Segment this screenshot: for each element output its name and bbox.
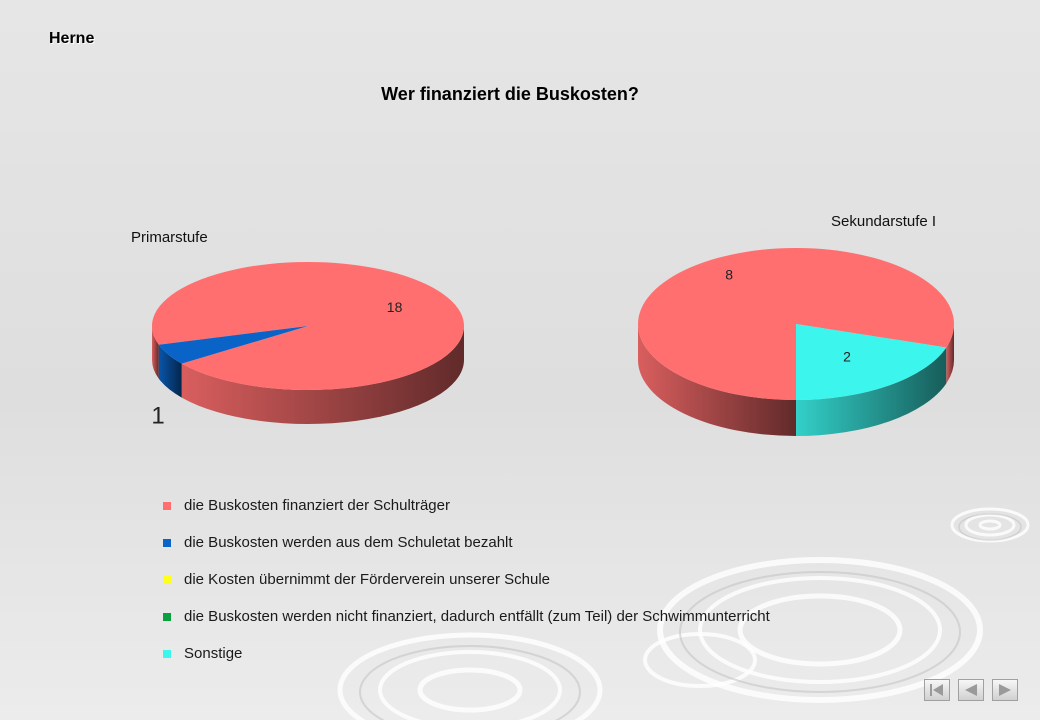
next-page-button[interactable]: [992, 679, 1018, 701]
pie-slice-side: [796, 347, 947, 436]
pie-slice-side: [158, 344, 182, 398]
pie-slice-label: 1: [151, 402, 164, 429]
legend-label: die Buskosten werden aus dem Schuletat b…: [184, 534, 513, 551]
legend-swatch: [163, 538, 171, 547]
legend-label: die Kosten übernimmt der Förderverein un…: [184, 571, 551, 588]
legend: die Buskosten finanziert der Schulträger…: [163, 487, 770, 672]
previous-page-button[interactable]: [958, 679, 984, 701]
legend-item: die Buskosten werden nicht finanziert, d…: [163, 598, 770, 635]
legend-item: die Kosten übernimmt der Förderverein un…: [163, 561, 770, 598]
pie-slice: [796, 324, 947, 400]
first-page-button[interactable]: [924, 679, 950, 701]
pie-title-primarstufe: Primarstufe: [131, 229, 208, 246]
legend-label: Sonstige: [184, 645, 243, 662]
pie-slice-label: 2: [843, 349, 851, 365]
pie-slice-side: [946, 324, 954, 384]
legend-swatch: [163, 501, 171, 510]
pie-1: 18 1: [151, 262, 464, 429]
pie-slice: [158, 326, 308, 364]
next-page-icon: [999, 684, 1011, 696]
legend-swatch: [163, 575, 171, 584]
pie-slice-side: [152, 326, 159, 379]
legend-item: die Buskosten finanziert der Schulträger: [163, 487, 770, 524]
pie-slice-side: [181, 326, 464, 425]
legend-swatch: [163, 649, 171, 658]
pie-slice-side: [638, 324, 796, 436]
legend-item: die Buskosten werden aus dem Schuletat b…: [163, 524, 770, 561]
main-title: Wer finanziert die Buskosten?: [381, 84, 639, 104]
pie-title-sekundarstufe: Sekundarstufe I: [831, 213, 937, 230]
pie-2: 82: [638, 247, 954, 436]
previous-page-icon: [965, 684, 977, 696]
pie-slice-label: 8: [725, 266, 733, 282]
legend-swatch: [163, 612, 171, 621]
legend-item: Sonstige: [163, 635, 770, 672]
first-page-icon: [930, 684, 943, 696]
legend-label: die Buskosten finanziert der Schulträger: [184, 497, 450, 514]
legend-label: die Buskosten werden nicht finanziert, d…: [184, 608, 770, 625]
slide-navigation: [924, 679, 1018, 701]
region-label: Herne: [49, 30, 95, 47]
pie-slice-label: 18: [387, 299, 403, 315]
